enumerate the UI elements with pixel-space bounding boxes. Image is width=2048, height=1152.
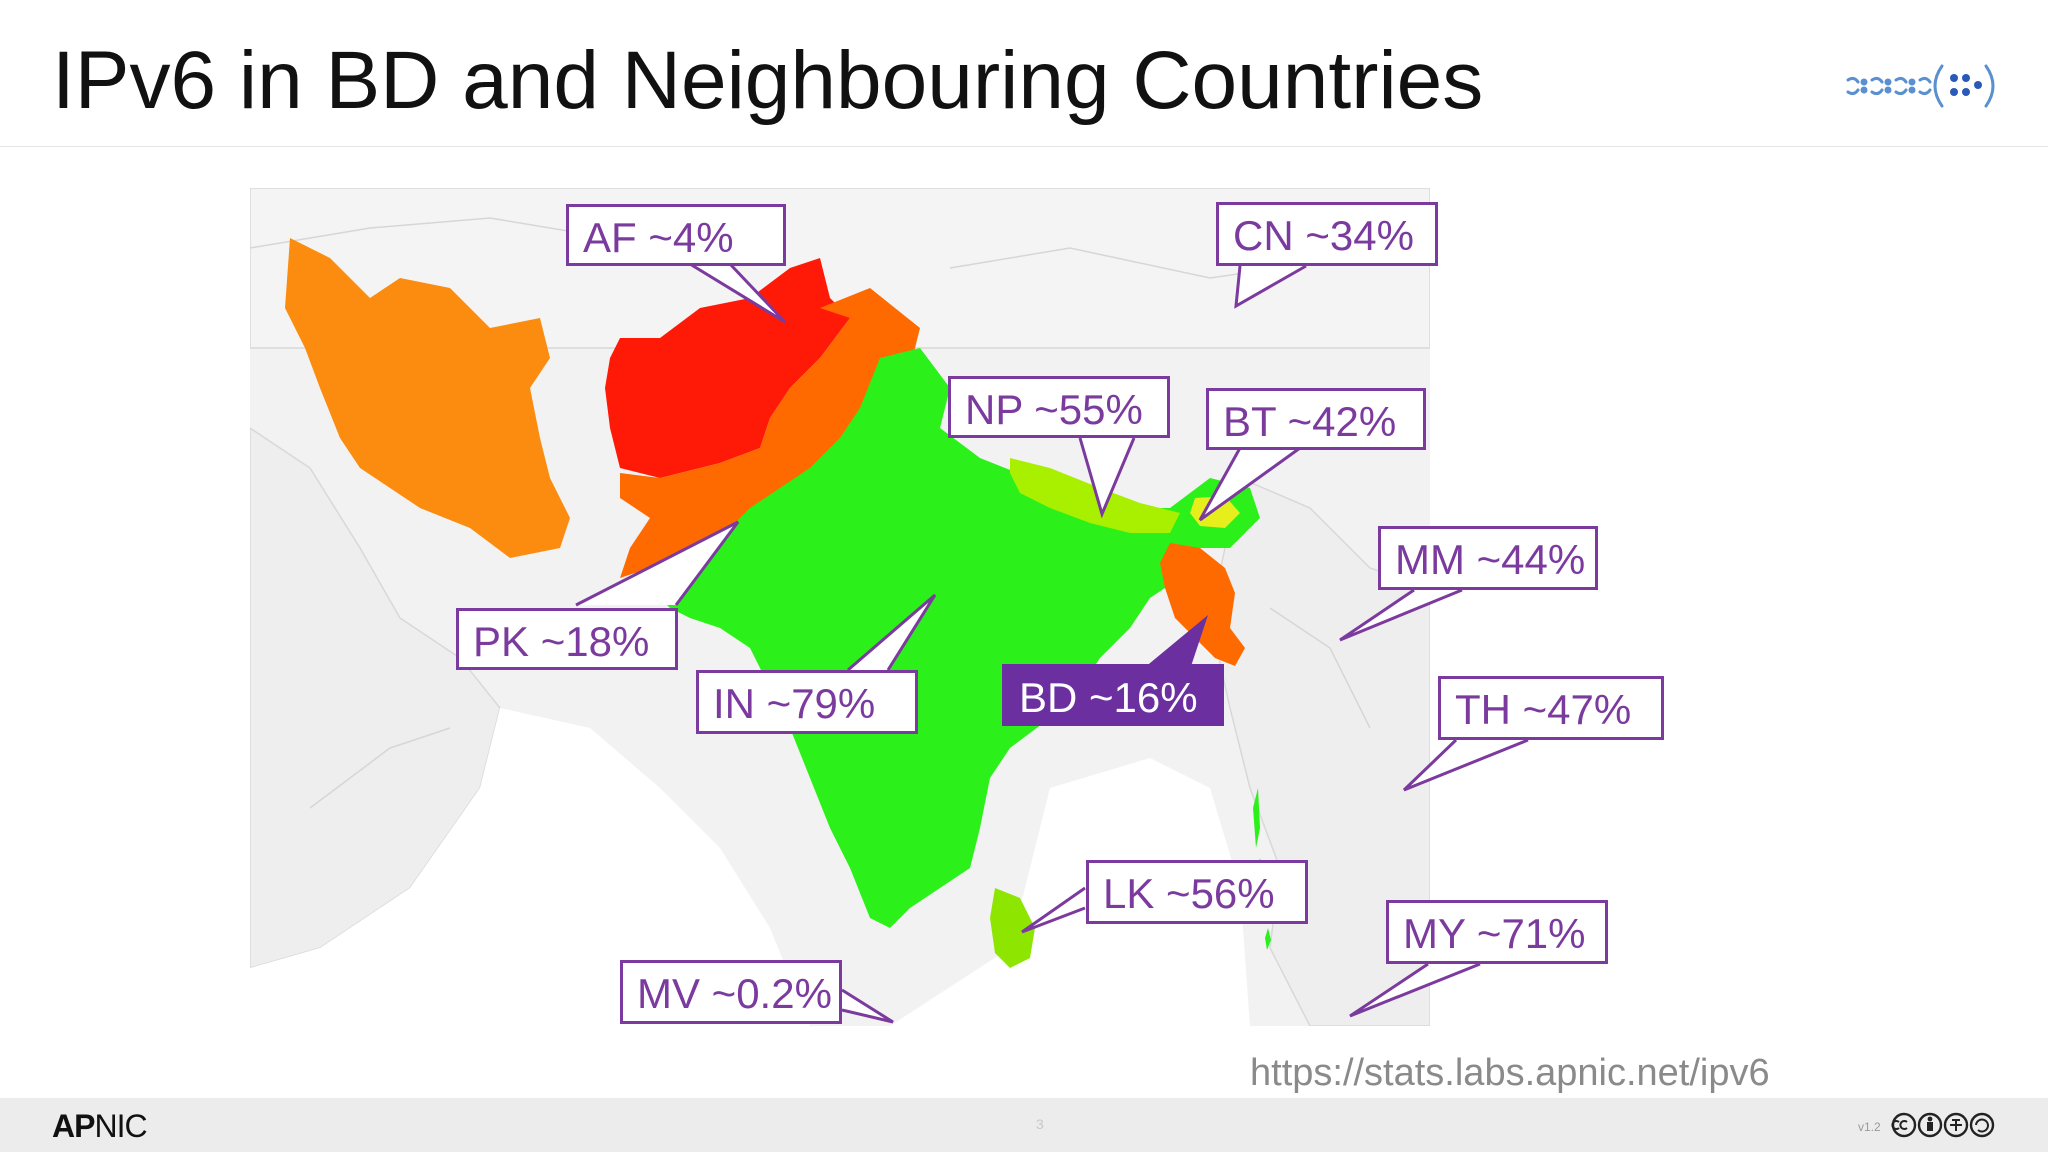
callout-mv: MV ~0.2% [620,960,842,1024]
callout-mm: MM ~44% [1378,526,1598,590]
callout-th: TH ~47% [1438,676,1664,740]
callout-bd: BD ~16% [1002,664,1224,726]
creative-commons-icon [1891,1112,1995,1138]
apnic-logo-rest: NIC [94,1108,147,1144]
callout-in: IN ~79% [696,670,918,734]
footer-bar: APNIC 3 v1.2 [0,1098,2048,1152]
callout-pk: PK ~18% [456,608,678,670]
slide-title: IPv6 in BD and Neighbouring Countries [52,35,1484,126]
ipv6-adoption-map [250,188,1430,1026]
callout-my: MY ~71% [1386,900,1608,964]
callout-np: NP ~55% [948,376,1170,438]
page-number: 3 [1036,1116,1044,1132]
callout-bt: BT ~42% [1206,388,1426,450]
apnic-logo-bold: AP [52,1108,95,1144]
callout-cn: CN ~34% [1216,202,1438,266]
source-url[interactable]: https://stats.labs.apnic.net/ipv6 [1250,1052,1770,1094]
callout-lk: LK ~56% [1086,860,1308,924]
ipv6-logo-icon [1846,64,1995,108]
callout-af: AF ~4% [566,204,786,266]
title-divider [0,146,2048,147]
apnic-logo: APNIC [52,1108,148,1145]
version-label: v1.2 [1858,1120,1881,1134]
